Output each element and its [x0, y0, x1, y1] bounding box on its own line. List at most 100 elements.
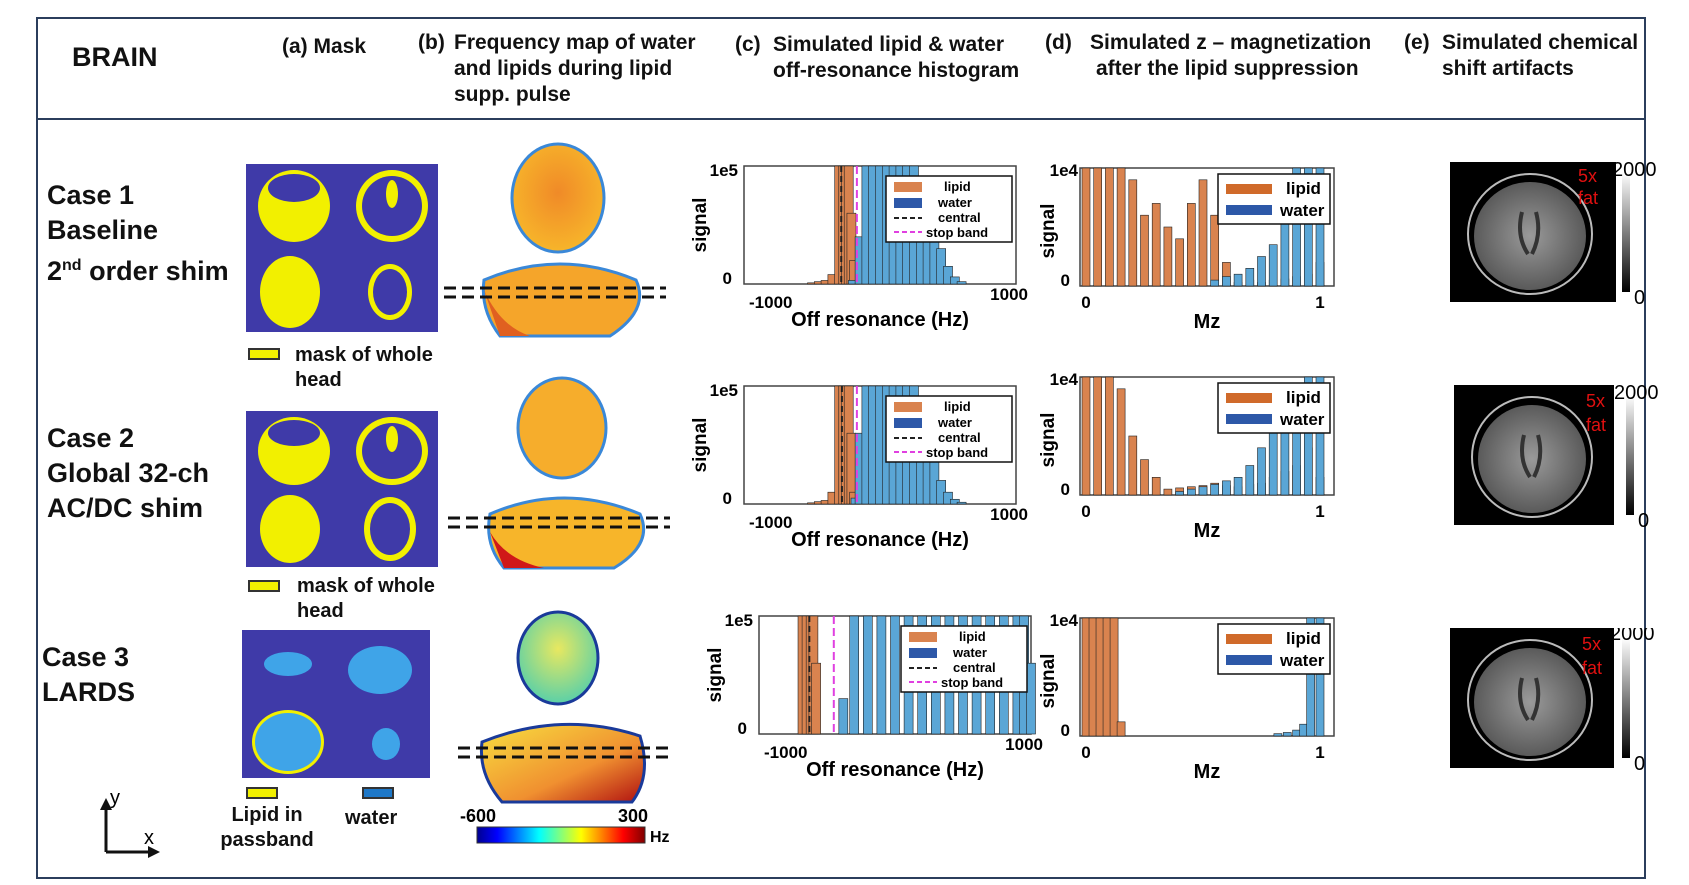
mz-legend-box [1217, 173, 1331, 225]
x-tick-max: 1000 [990, 505, 1028, 524]
col-header-b: Frequency map of water and lipids during … [454, 31, 696, 106]
lipid-bar [1175, 238, 1184, 287]
x-axis-label: Off resonance (Hz) [806, 759, 984, 781]
lipid-bar [1105, 376, 1114, 496]
header-divider [36, 118, 1646, 120]
water-bar [1273, 733, 1283, 737]
mask-legend-case2: mask of whole head [297, 575, 435, 622]
water-bar [1233, 477, 1243, 496]
x-tick-max: 1 [1315, 743, 1324, 762]
svg-text:5x: 5x [1578, 166, 1597, 186]
legend-swatch-water [1226, 205, 1272, 215]
legend-lipid: lipid [1286, 629, 1321, 648]
y-axis-label: signal [690, 198, 711, 253]
mask-legend-lipid-text: Lipid in passband [220, 804, 314, 851]
water-bar [1245, 465, 1255, 496]
x-axis-label: Mz [1194, 761, 1221, 783]
legend-swatch-water [909, 648, 937, 658]
water-bar [890, 615, 900, 735]
x-tick-min: -1000 [749, 293, 792, 312]
water-bar [943, 491, 953, 505]
water-bar [1026, 662, 1036, 735]
freq-colorbar-unit: Hz [650, 829, 670, 846]
legend-swatch-lipid [1226, 393, 1272, 403]
lipid-bar [1151, 477, 1161, 496]
offres-histogram-case2: 1e5 0 signal -1000 1000 Off resonance (Hz) lip… [690, 381, 1028, 551]
mask-legend-swatch-case1 [248, 348, 280, 360]
figure-title: BRAIN [72, 42, 158, 72]
artifact-image-case3: 5x fat 2000 0 [1450, 628, 1655, 775]
svg-text:2000: 2000 [1614, 385, 1659, 404]
xy-axes-icon: y x [100, 790, 160, 858]
legend-water: water [1279, 651, 1325, 670]
x-tick-min: 0 [1081, 293, 1090, 312]
lipid-bar [1116, 388, 1126, 496]
mask-legend-swatch-lipid [246, 787, 278, 799]
x-axis-label: Mz [1194, 311, 1221, 333]
plot-area [1079, 617, 1335, 737]
water-bar [863, 615, 873, 735]
y-tick-max: 1e4 [1050, 161, 1079, 180]
lipid-bar [1093, 376, 1103, 496]
y-tick-max: 1e5 [725, 611, 753, 630]
mz-legend-box [1217, 623, 1331, 675]
water-bar [949, 276, 960, 285]
x-tick-max: 1 [1315, 502, 1324, 521]
freq-map-case3 [458, 610, 672, 804]
water-bar [943, 266, 953, 285]
legend-lipid: lipid [959, 629, 986, 644]
legend-swatch-lipid [909, 632, 937, 642]
case1-label: Case 1 Baseline 2nd order shim [47, 180, 229, 286]
x-tick-max: 1 [1315, 293, 1324, 312]
mask-panel-case1 [246, 164, 438, 332]
water-bar [1257, 447, 1266, 496]
water-bar [1187, 488, 1196, 496]
col-header-d: Simulated z – magnetization after the lip… [1090, 31, 1372, 80]
x-tick-min: -1000 [749, 513, 792, 532]
svg-text:y: y [110, 790, 120, 809]
mask-panel-case2 [246, 411, 438, 567]
y-axis-label: signal [690, 418, 711, 473]
lipid-bar [1116, 167, 1126, 287]
legend-swatch-water [1226, 414, 1272, 424]
legend-water: water [952, 645, 987, 660]
legend-lipid: lipid [1286, 179, 1321, 198]
y-tick-zero: 0 [1061, 480, 1070, 499]
y-axis-label: signal [1040, 654, 1059, 709]
case3-label: Case 3 LARDS [42, 642, 135, 707]
water-bar [949, 498, 960, 505]
legend-swatch-lipid [894, 182, 922, 192]
svg-text:fat: fat [1578, 188, 1598, 208]
y-tick-max: 1e5 [710, 161, 738, 180]
legend-swatch-lipid [1226, 634, 1272, 644]
y-axis-label: signal [1040, 413, 1059, 468]
x-tick-min: 0 [1081, 743, 1090, 762]
x-axis-label: Off resonance (Hz) [791, 309, 969, 331]
water-bar [956, 501, 967, 505]
offres-histogram-case1: 1e5 0 signal -1000 1000 Off resonance (Hz) lip… [690, 161, 1028, 331]
water-bar [1210, 279, 1219, 287]
lipid-bar [1081, 167, 1091, 287]
lipid-bar [1093, 167, 1103, 287]
legend-lipid: lipid [944, 179, 971, 194]
mask-legend-swatch-water [362, 787, 394, 799]
legend-swatch-lipid [894, 402, 922, 412]
y-axis-label: signal [705, 648, 726, 703]
water-bar [1233, 273, 1243, 287]
lipid-bar [1187, 203, 1196, 287]
x-tick-max: 1000 [990, 285, 1028, 304]
water-bar [1198, 486, 1208, 496]
y-tick-zero: 0 [723, 489, 732, 508]
col-header-a: (a) Mask [282, 35, 367, 58]
legend-water: water [1279, 201, 1325, 220]
svg-text:x: x [144, 827, 154, 849]
svg-text:fat: fat [1582, 658, 1602, 678]
svg-text:0: 0 [1634, 753, 1645, 775]
freq-colorbar-min: -600 [460, 806, 496, 826]
lipid-bar [1105, 167, 1114, 287]
x-tick-min: -1000 [764, 743, 807, 762]
svg-text:fat: fat [1586, 415, 1606, 435]
y-tick-max: 1e4 [1050, 611, 1079, 630]
col-header-e: Simulated chemical shift artifacts [1442, 31, 1639, 80]
